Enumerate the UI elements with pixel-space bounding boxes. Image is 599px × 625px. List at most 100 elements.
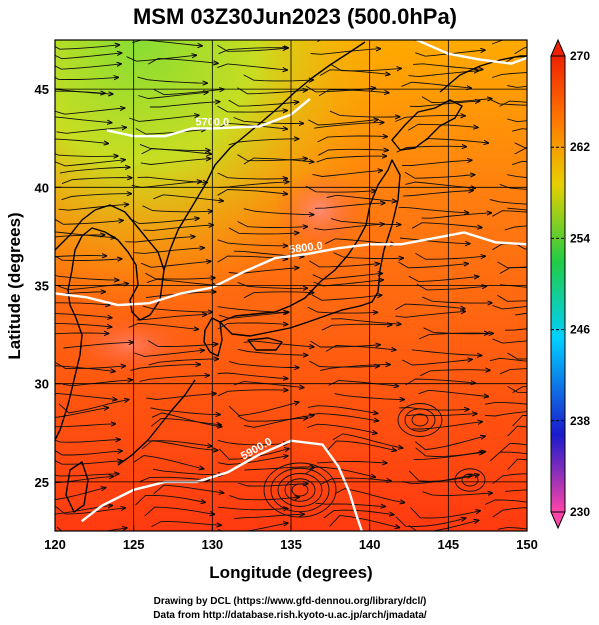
wind-streamline — [56, 127, 127, 134]
wind-streamline — [489, 451, 527, 462]
wind-streamline — [217, 122, 288, 129]
wind-streamline — [128, 322, 199, 329]
wind-streamline — [130, 364, 200, 371]
wind-streamline — [140, 261, 211, 268]
wind-streamline — [243, 74, 314, 81]
wind-streamline — [218, 48, 289, 55]
wind-streamline — [58, 204, 129, 211]
wind-streamline — [325, 345, 396, 352]
x-tick-label-120: 120 — [44, 537, 66, 552]
swirl-streamline — [284, 478, 316, 502]
coastline-hokkaido — [391, 99, 463, 151]
credit-data: Data from http://database.rish.kyoto-u.a… — [153, 610, 427, 621]
wind-streamline — [59, 167, 130, 174]
wind-streamline — [243, 292, 314, 299]
wind-streamline — [406, 414, 477, 416]
coastline-ryukyu — [117, 379, 196, 466]
coastline-kyushu — [203, 317, 223, 357]
contour-line-3 — [416, 40, 527, 65]
wind-streamline — [401, 81, 472, 88]
wind-streamline — [507, 458, 527, 470]
wind-streamline — [401, 160, 472, 166]
wind-streamline — [228, 402, 299, 417]
wind-streamline — [497, 526, 527, 530]
wind-streamline — [217, 105, 288, 112]
wind-streamline — [394, 303, 465, 310]
wind-streamline — [55, 64, 121, 70]
colorbar-body — [550, 55, 566, 513]
colorbar-tick-label-246: 246 — [570, 323, 590, 337]
colorbar-tick-label-254: 254 — [570, 231, 590, 245]
wind-streamline — [58, 400, 129, 414]
wind-streamline — [317, 461, 387, 463]
y-axis-label: Latitude (degrees) — [5, 212, 24, 359]
wind-streamline — [315, 203, 385, 209]
wind-streamline — [507, 118, 527, 123]
wind-streamline — [139, 476, 210, 481]
wind-streamline — [150, 418, 221, 427]
colorbar-tick-label-262: 262 — [570, 140, 590, 154]
wind-streamline — [499, 267, 527, 274]
wind-streamline — [146, 278, 217, 285]
wind-streamline — [228, 99, 299, 107]
wind-streamline — [306, 423, 377, 433]
wind-streamline — [499, 100, 527, 107]
wind-streamline — [418, 389, 489, 396]
wind-streamline — [141, 148, 212, 154]
wind-streamline — [512, 128, 527, 132]
wind-streamline — [125, 237, 195, 243]
wind-streamline — [55, 362, 126, 370]
wind-streamline — [308, 120, 378, 126]
wind-streamline — [507, 207, 527, 211]
latitude-ticks: 25 30 35 40 45 — [35, 82, 61, 490]
colorbar-top-arrow — [550, 38, 566, 57]
wind-streamline — [55, 275, 119, 280]
wind-streamline — [507, 174, 527, 179]
wind-streamline — [217, 44, 287, 52]
wind-streamline — [146, 394, 216, 400]
wind-streamline — [217, 172, 288, 179]
wind-streamline — [135, 494, 206, 506]
y-tick-label-30: 30 — [35, 377, 49, 392]
wind-streamline — [318, 89, 389, 97]
wind-streamline — [151, 412, 222, 427]
wind-streamline — [56, 527, 127, 531]
wind-streamline — [305, 185, 376, 192]
grid-lines — [55, 40, 527, 531]
wind-streamline — [228, 227, 299, 234]
wind-streamline — [421, 213, 492, 219]
wind-streamline — [55, 108, 125, 115]
swirl-streamline — [277, 473, 323, 507]
wind-streamline — [317, 136, 388, 143]
wind-streamline — [152, 468, 223, 475]
wind-streamline — [326, 194, 397, 201]
wind-streamline — [403, 191, 473, 197]
wind-streamline — [55, 459, 122, 465]
wind-streamline — [491, 72, 527, 78]
wind-streamline — [489, 98, 527, 106]
x-tick-label-145: 145 — [437, 537, 459, 552]
wind-streamline — [314, 224, 384, 231]
wind-streamline — [514, 148, 527, 155]
wind-streamline — [133, 455, 204, 469]
wind-streamline — [55, 160, 125, 167]
wind-streamline — [55, 138, 109, 145]
wind-streamline — [329, 515, 400, 528]
wind-streamline — [307, 306, 378, 313]
colorbar-tick-label-230: 230 — [570, 505, 590, 519]
x-tick-label-150: 150 — [516, 537, 538, 552]
wind-streamline — [319, 69, 390, 76]
wind-streamline — [55, 256, 107, 262]
wind-streamline — [312, 170, 383, 177]
wind-streamline — [409, 101, 480, 107]
wind-streamline — [63, 342, 134, 349]
wind-streamline — [399, 237, 470, 244]
credit-drawing: Drawing by DCL (https://www.gfd-dennou.o… — [154, 596, 427, 607]
swirl-streamline — [454, 468, 486, 492]
wind-streamline — [485, 411, 527, 417]
wind-streamline — [141, 440, 212, 450]
wind-streamline — [151, 520, 221, 526]
swirl-streamline — [263, 462, 337, 518]
wind-streamline — [55, 323, 112, 329]
wind-streamline — [405, 378, 476, 386]
